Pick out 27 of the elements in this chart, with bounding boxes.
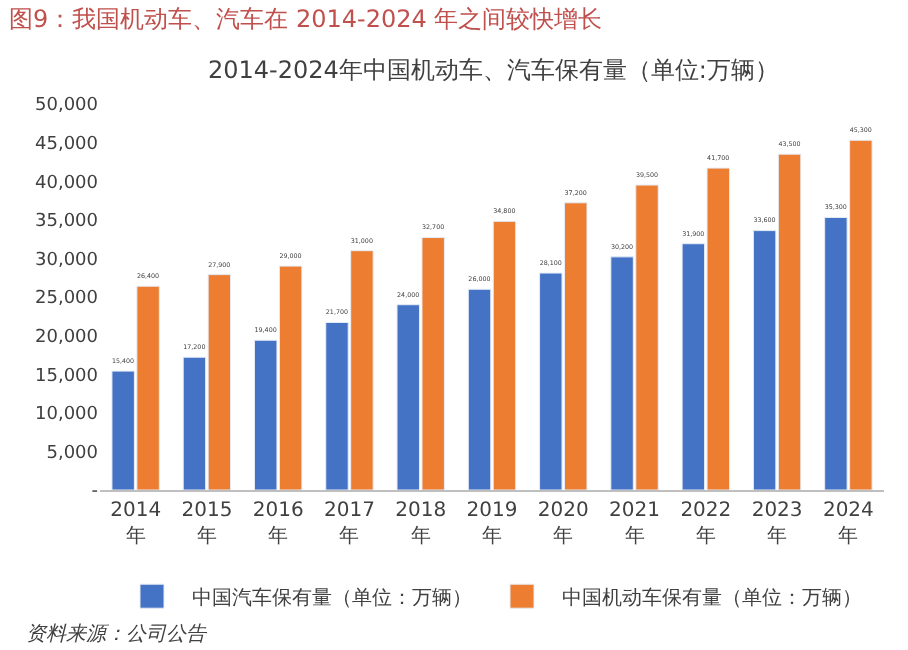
x-tick-label: 2018 年: [395, 500, 447, 548]
y-tick-label: 35,000: [35, 212, 99, 233]
x-tick-label: 2023 年: [751, 500, 803, 548]
x-tick-label: 2014 年: [110, 500, 162, 548]
y-tick-label: 5,000: [46, 443, 99, 464]
y-tick-label: 25,000: [35, 289, 99, 310]
legend-label: 中国机动车保有量（单位：万辆）: [562, 586, 862, 610]
y-tick-label: 30,000: [35, 250, 99, 271]
legend-label: 中国汽车保有量（单位：万辆）: [192, 586, 472, 610]
x-tick-label: 2016 年: [252, 500, 304, 548]
x-tick-label: 2019 年: [466, 500, 518, 548]
y-tick-label: 45,000: [35, 134, 99, 155]
chart-subtitle: 2014-2024年中国机动车、汽车保有量（单位:万辆）: [208, 56, 779, 84]
text: 资料来源：公司公告: [26, 622, 208, 646]
y-tick-label: 20,000: [35, 327, 99, 348]
x-tick-label: 2017 年: [324, 500, 375, 548]
x-tick-label: 2022 年: [680, 500, 732, 548]
x-tick-label: 2021 年: [609, 500, 660, 548]
x-tick-label: 2015 年: [181, 500, 233, 548]
y-tick-label: 40,000: [35, 173, 99, 194]
y-tick-label: -: [91, 482, 98, 503]
chart-title: 图9：我国机动车、汽车在 2014-2024 年之间较快增长: [9, 4, 603, 33]
y-tick-label: 10,000: [35, 405, 99, 426]
y-tick-label: 50,000: [35, 96, 99, 117]
x-tick-label: 2020 年: [537, 500, 589, 548]
x-tick-label: 2024 年: [822, 500, 874, 548]
y-tick-label: 15,000: [35, 366, 99, 387]
